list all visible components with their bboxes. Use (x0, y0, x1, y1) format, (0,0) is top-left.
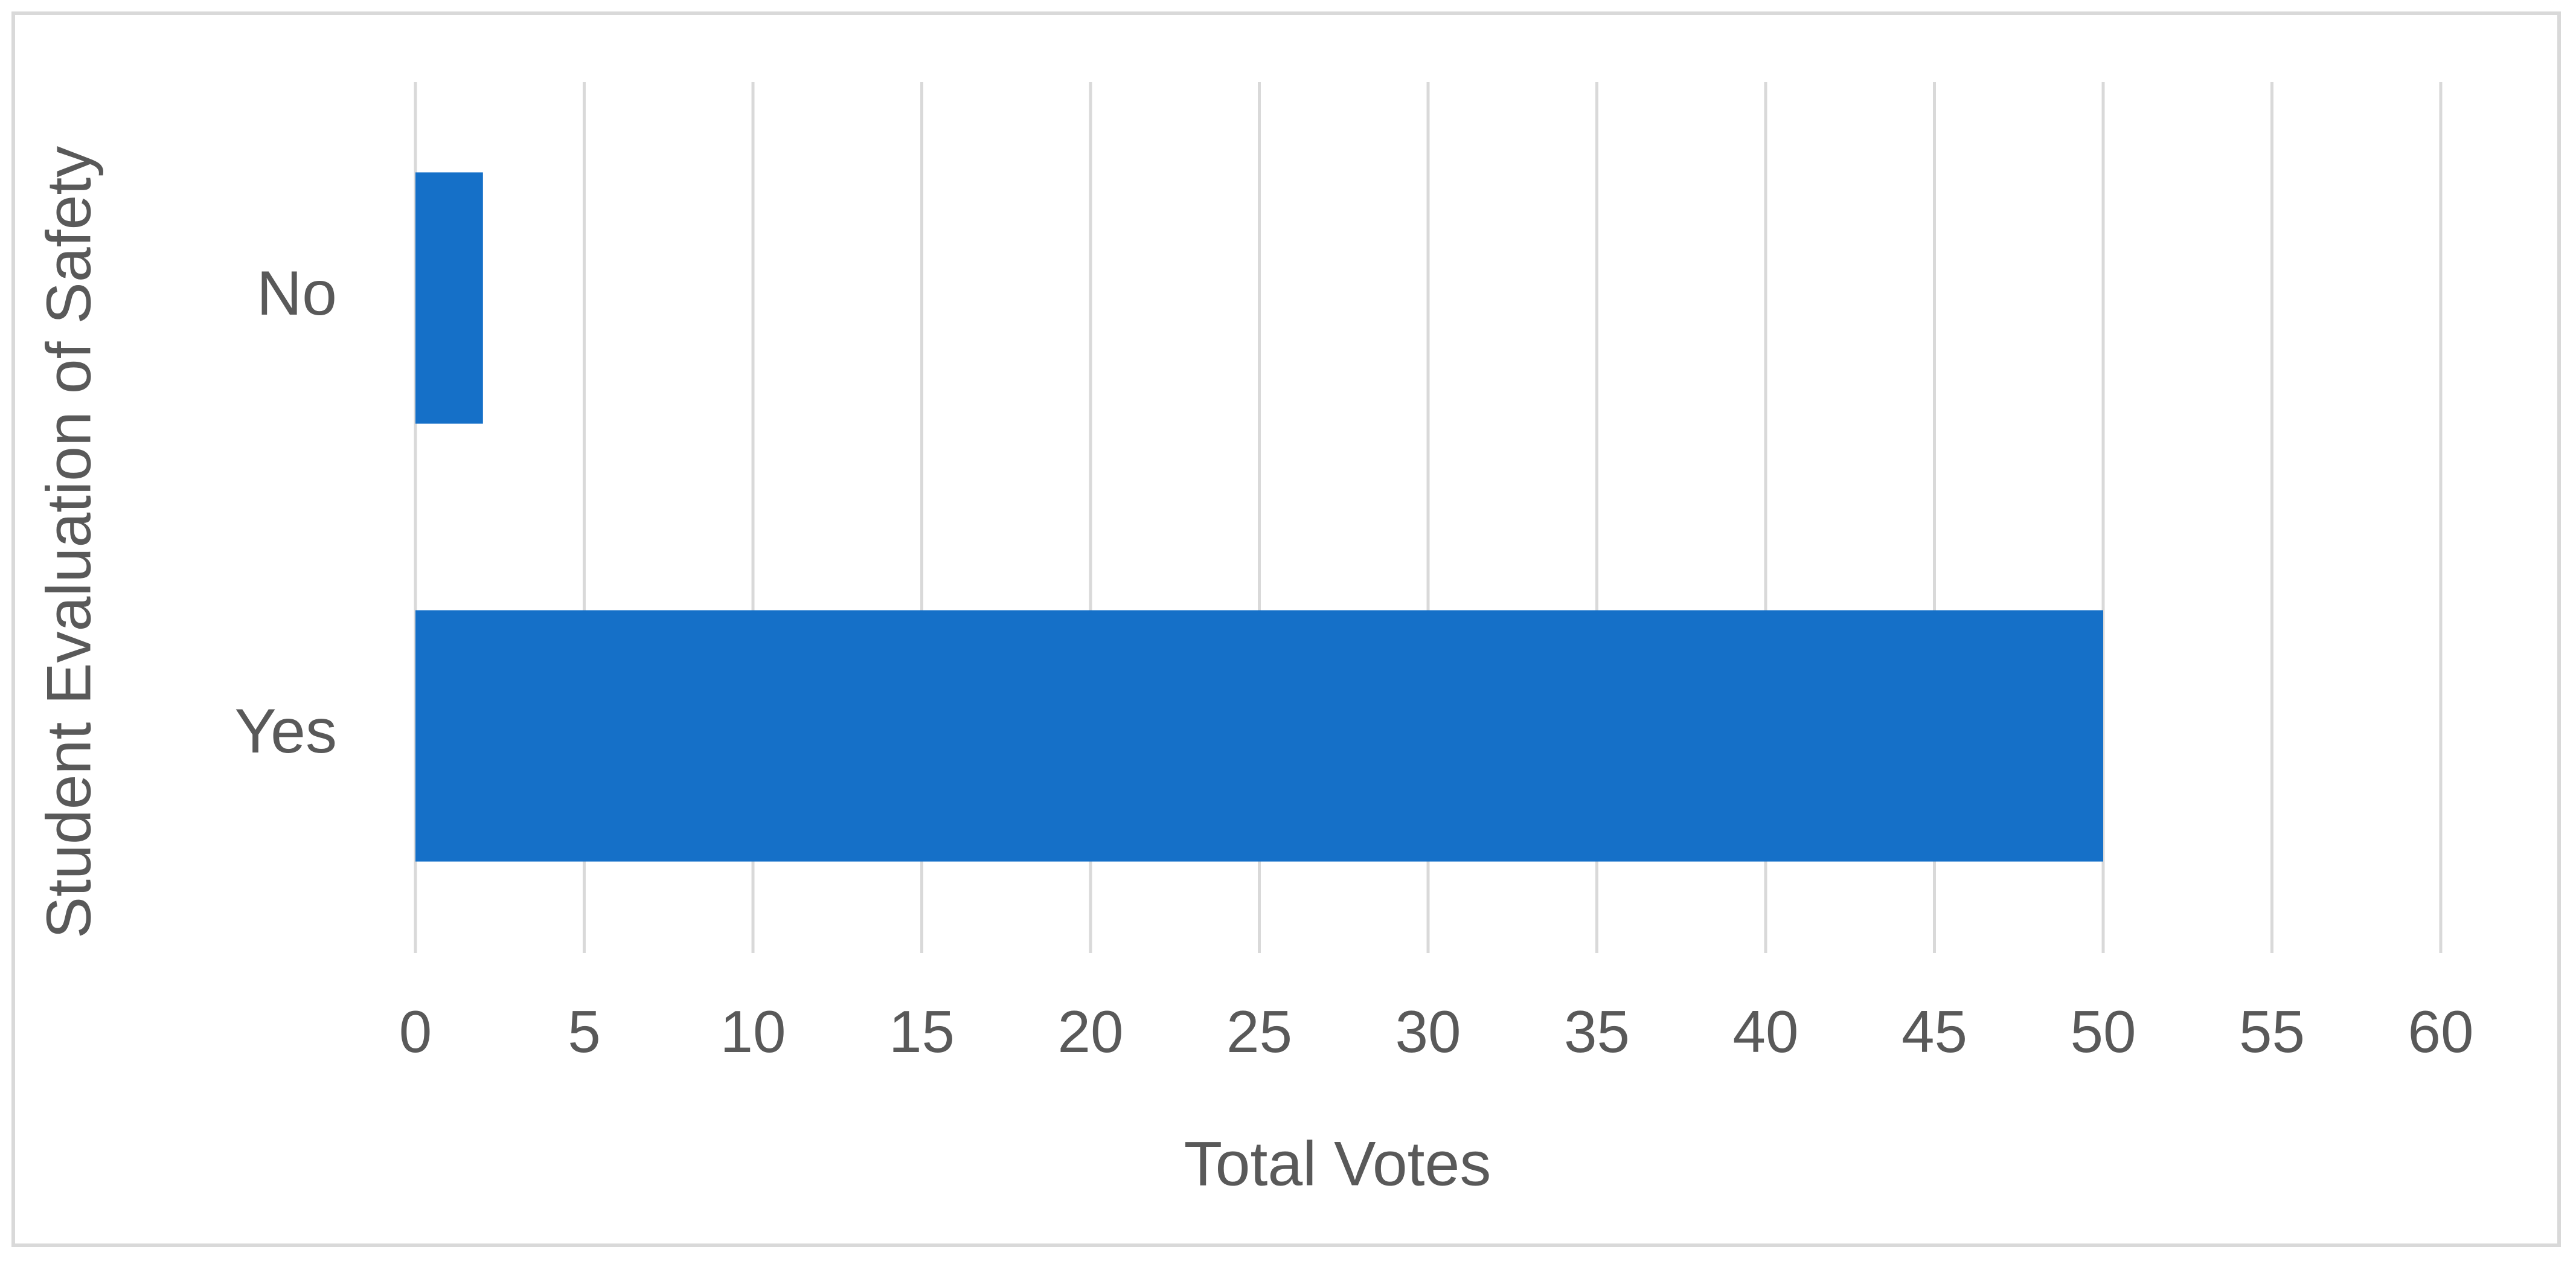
x-tick-label: 55 (2239, 998, 2305, 1065)
bar (415, 610, 2103, 862)
x-tick-label: 0 (399, 998, 432, 1065)
y-axis-title: Student Evaluation of Safety (34, 146, 104, 939)
x-tick-label: 15 (889, 998, 955, 1065)
x-tick-label: 50 (2070, 998, 2136, 1065)
bars (415, 172, 2103, 862)
y-tick-label: No (257, 258, 337, 329)
x-tick-label: 30 (1395, 998, 1461, 1065)
x-tick-label: 45 (1902, 998, 1967, 1065)
x-tick-label: 20 (1057, 998, 1123, 1065)
x-tick-label: 35 (1564, 998, 1630, 1065)
x-tick-label: 40 (1732, 998, 1798, 1065)
x-tick-label: 25 (1226, 998, 1292, 1065)
x-tick-label: 60 (2408, 998, 2473, 1065)
bar (415, 172, 483, 424)
x-tick-label: 5 (568, 998, 601, 1065)
x-axis-title: Total Votes (1184, 1129, 1491, 1199)
x-tick-label: 10 (720, 998, 786, 1065)
y-tick-label: Yes (234, 696, 337, 766)
